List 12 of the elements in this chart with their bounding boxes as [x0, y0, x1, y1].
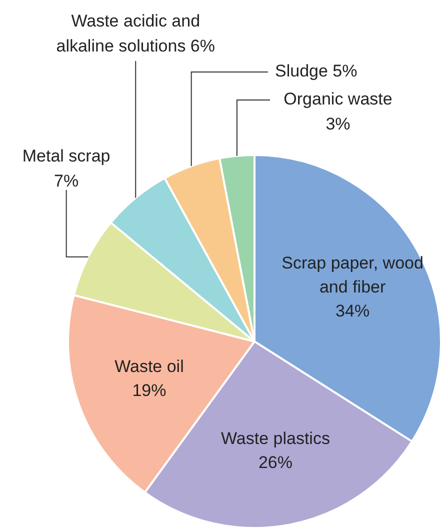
data-label: 19%: [132, 381, 166, 400]
slice-label: Metal scrap: [22, 146, 110, 166]
data-label: 7%: [54, 172, 79, 191]
slice-label: Sludge 5%: [275, 62, 358, 81]
data-label: 34%: [336, 301, 370, 320]
slice-label: Waste oil: [114, 357, 184, 376]
slice-label: Waste acidic and alkaline solutions 6%: [56, 12, 216, 56]
slice-label: Organic waste: [284, 90, 392, 109]
data-label: 3%: [326, 114, 350, 134]
slice-label: Waste plastics: [220, 429, 330, 448]
data-label: 26%: [258, 453, 292, 472]
slice-label: Scrap paper, wood and fiber: [282, 253, 424, 296]
